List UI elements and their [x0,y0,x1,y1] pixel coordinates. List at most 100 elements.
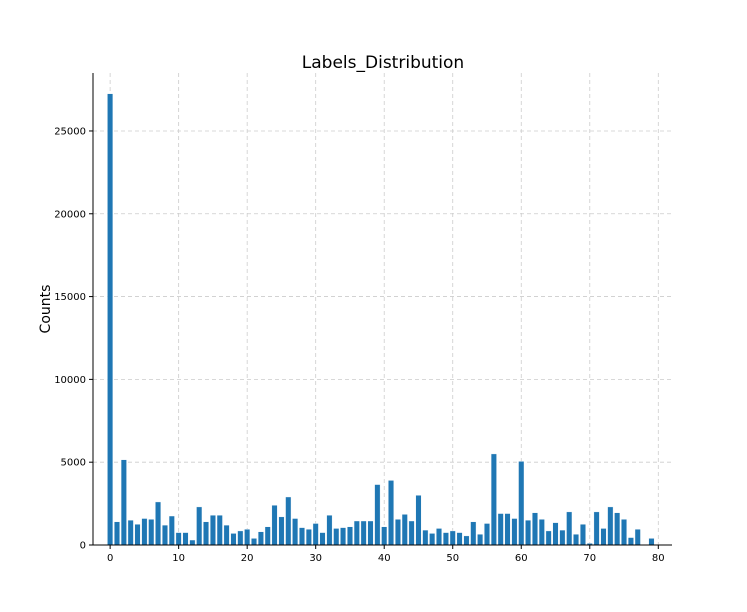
bar [299,527,305,546]
bar [401,514,408,546]
bar [175,532,182,546]
bar [477,534,484,546]
bar [408,520,415,546]
bar [538,519,545,546]
bar [114,521,120,546]
x-tick-label: 50 [446,553,459,564]
bar [340,527,347,546]
x-tick-label: 40 [378,553,391,564]
bar [285,496,292,546]
bar [292,518,299,546]
x-tick-label: 10 [172,553,185,564]
bar [381,526,388,546]
bar [196,506,203,546]
bar [415,495,422,546]
bar [134,524,141,546]
grid [93,73,672,545]
y-axis-label: Counts [38,285,54,334]
bar [545,530,552,546]
ticks: 0 10 20 30 40 50 60 70 80 0 5000 10000 15000 20000 250… [54,126,664,564]
bar [257,531,264,546]
bar [579,524,586,546]
bar [566,511,573,546]
bar [251,538,257,546]
x-tick-label: 20 [241,553,254,564]
y-tick-label: 10000 [54,375,86,386]
x-tick-label: 0 [107,553,113,564]
y-tick-label: 0 [80,541,86,552]
bar [278,516,285,546]
bar [168,515,175,546]
bar [518,461,525,546]
bar [333,528,340,546]
chart-title: Labels_Distribution [302,53,464,73]
bar [634,529,641,546]
bar [497,513,504,546]
bar [607,506,614,546]
bar [216,514,223,546]
x-tick-label: 60 [515,553,528,564]
bar [155,501,162,546]
bar [552,522,559,546]
bar [504,513,511,546]
bar [532,512,538,546]
bar [559,529,566,546]
bar [203,521,210,546]
bar [374,484,381,546]
bar [525,519,532,546]
bar [621,519,627,546]
bar [422,529,429,546]
bar [141,518,148,546]
bar [264,526,271,546]
bar [244,529,251,546]
bar [360,520,367,546]
bar [436,528,442,546]
bar [237,530,244,546]
bar [319,532,326,546]
bar [353,520,360,546]
bar [120,459,127,546]
bar [511,518,518,546]
bar [223,524,230,546]
bar [614,512,621,546]
y-tick-label: 15000 [54,292,86,303]
y-tick-label: 5000 [61,458,86,469]
bar [367,520,374,546]
bar [648,538,655,546]
bar [627,537,634,546]
bar [388,480,395,546]
bar [305,529,312,546]
bar [271,505,278,546]
bar [162,524,168,546]
bar [484,523,490,546]
bar [182,532,189,546]
bar [449,530,456,546]
y-tick-label: 25000 [54,126,86,137]
bar [394,519,401,546]
bar [442,532,449,546]
bar [148,519,155,546]
bar [107,93,114,546]
bar [456,532,463,546]
bar [326,514,333,546]
bar [429,533,436,546]
bar [470,521,477,546]
x-tick-label: 80 [652,553,665,564]
bar [600,528,607,546]
bar [189,539,196,546]
bar [593,511,600,546]
bar [463,535,470,546]
axes [92,73,672,546]
x-tick-label: 70 [583,553,596,564]
bar [490,453,497,546]
bars [107,93,655,546]
bar [347,526,353,546]
bar [312,523,319,546]
y-tick-label: 20000 [54,209,86,220]
x-tick-label: 30 [309,553,322,564]
bar [230,533,237,546]
bar [127,519,134,546]
bar [209,514,216,546]
bar [573,534,580,546]
